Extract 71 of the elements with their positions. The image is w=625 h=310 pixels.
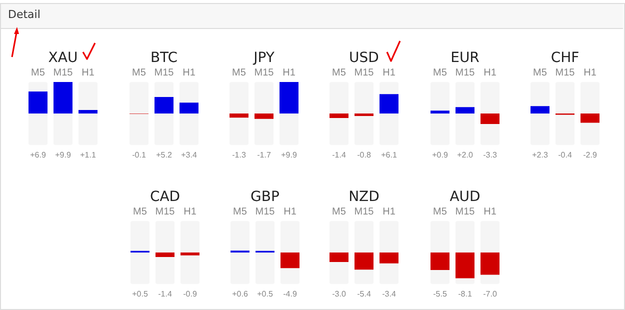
x-tick-label: M5 [533, 68, 548, 78]
x-tick-label: M5 [31, 68, 46, 78]
x-tick-label: M15 [255, 206, 276, 218]
x-tick-label: M5 [132, 68, 146, 78]
data-label: -1.4 [158, 290, 172, 298]
chart-title: XAU [48, 50, 78, 66]
x-tick-label: H1 [484, 68, 497, 78]
x-tick-label: M15 [254, 68, 274, 78]
x-tick-label: M15 [455, 206, 476, 218]
data-label: +5.2 [156, 150, 172, 160]
chart-title: JPY [252, 50, 275, 66]
data-label: -3.3 [483, 150, 498, 160]
x-tick-label: H1 [282, 68, 296, 78]
data-label: +9.9 [55, 150, 72, 160]
data-label: +6.1 [381, 150, 398, 160]
data-label: -0.4 [558, 150, 572, 160]
data-label: -2.9 [583, 150, 598, 160]
data-label: +0.5 [257, 290, 274, 298]
data-label: -1.4 [332, 150, 346, 160]
x-tick-label: H1 [82, 68, 95, 78]
x-tick-label: M5 [233, 206, 248, 218]
x-tick-label: H1 [484, 206, 497, 218]
x-tick-label: M5 [433, 68, 448, 78]
x-tick-label: M15 [354, 68, 374, 78]
data-label: +3.4 [181, 150, 198, 160]
data-label: +6.9 [30, 150, 46, 160]
chart-title: USD [349, 50, 379, 66]
x-tick-label: H1 [382, 206, 396, 218]
x-tick-label: M15 [354, 206, 374, 218]
x-tick-label: H1 [182, 68, 196, 78]
data-label: +0.9 [432, 150, 448, 160]
data-label: -3.0 [332, 290, 346, 298]
data-label: -8.1 [458, 290, 472, 298]
data-label: +1.1 [80, 150, 96, 160]
data-label: +9.9 [281, 150, 298, 160]
x-tick-label: M15 [155, 206, 176, 218]
data-label: +2.0 [457, 150, 474, 160]
x-tick-label: M5 [133, 206, 148, 218]
data-label: -1.3 [232, 150, 246, 160]
x-tick-label: M15 [555, 68, 576, 78]
x-tick-label: M15 [455, 68, 476, 78]
x-tick-label: M5 [232, 68, 246, 78]
data-label: +0.5 [132, 290, 148, 298]
x-tick-label: H1 [184, 206, 197, 218]
x-tick-label: M5 [332, 68, 346, 78]
chart-title: GBP [250, 189, 280, 205]
data-label: -5.5 [433, 290, 448, 298]
x-tick-label: H1 [284, 206, 297, 218]
chart-title: NZD [348, 189, 380, 205]
data-label: +0.6 [232, 290, 248, 298]
x-tick-label: H1 [584, 68, 597, 78]
data-label: -0.9 [183, 290, 198, 298]
data-label: -0.8 [357, 150, 372, 160]
chart-title: CHF [550, 50, 580, 66]
chart-title: AUD [450, 189, 480, 205]
data-label: -5.4 [357, 290, 372, 298]
data-label: -7.0 [483, 290, 498, 298]
x-tick-label: M5 [332, 206, 346, 218]
x-tick-label: M15 [53, 68, 74, 78]
chart-title: CAD [150, 189, 180, 205]
text: Detail [8, 8, 40, 21]
data-label: -0.1 [132, 150, 146, 160]
chart-title: BTC [150, 50, 178, 66]
data-label: -4.9 [283, 290, 298, 298]
data-label: +2.3 [532, 150, 548, 160]
data-label: -1.7 [257, 150, 272, 160]
chart-title: EUR [450, 50, 480, 66]
x-tick-label: M5 [433, 206, 448, 218]
x-tick-label: M15 [154, 68, 174, 78]
data-label: -3.4 [382, 290, 396, 298]
x-tick-label: H1 [382, 68, 396, 78]
